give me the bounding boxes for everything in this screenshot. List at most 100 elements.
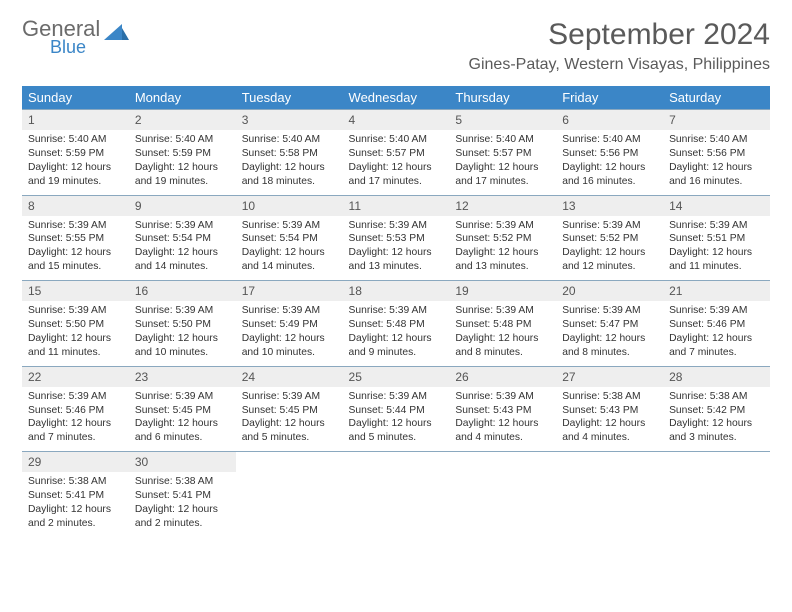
sunrise-line: Sunrise: 5:39 AM [135, 390, 230, 404]
day-number: 18 [343, 281, 450, 301]
sunrise-line: Sunrise: 5:39 AM [455, 304, 550, 318]
sunrise-line: Sunrise: 5:39 AM [28, 390, 123, 404]
sunset-line: Sunset: 5:53 PM [349, 232, 444, 246]
day-info: Sunrise: 5:40 AMSunset: 5:59 PMDaylight:… [129, 130, 236, 195]
sunrise-line: Sunrise: 5:38 AM [135, 475, 230, 489]
sunrise-line: Sunrise: 5:39 AM [28, 219, 123, 233]
day-number: 11 [343, 196, 450, 216]
sunset-line: Sunset: 5:45 PM [242, 404, 337, 418]
sunset-line: Sunset: 5:48 PM [455, 318, 550, 332]
day-cell-19: 19Sunrise: 5:39 AMSunset: 5:48 PMDayligh… [449, 281, 556, 367]
daylight-line: Daylight: 12 hours and 9 minutes. [349, 332, 444, 360]
day-info: Sunrise: 5:39 AMSunset: 5:48 PMDaylight:… [449, 301, 556, 366]
daylight-line: Daylight: 12 hours and 11 minutes. [28, 332, 123, 360]
sunrise-line: Sunrise: 5:40 AM [349, 133, 444, 147]
daylight-line: Daylight: 12 hours and 12 minutes. [562, 246, 657, 274]
sunset-line: Sunset: 5:54 PM [242, 232, 337, 246]
logo: General Blue [22, 18, 130, 56]
daylight-line: Daylight: 12 hours and 17 minutes. [349, 161, 444, 189]
day-cell-6: 6Sunrise: 5:40 AMSunset: 5:56 PMDaylight… [556, 110, 663, 196]
sunset-line: Sunset: 5:59 PM [28, 147, 123, 161]
day-number: 12 [449, 196, 556, 216]
day-cell-13: 13Sunrise: 5:39 AMSunset: 5:52 PMDayligh… [556, 195, 663, 281]
day-cell-1: 1Sunrise: 5:40 AMSunset: 5:59 PMDaylight… [22, 110, 129, 196]
sunset-line: Sunset: 5:43 PM [562, 404, 657, 418]
daylight-line: Daylight: 12 hours and 11 minutes. [669, 246, 764, 274]
sunset-line: Sunset: 5:57 PM [349, 147, 444, 161]
day-cell-28: 28Sunrise: 5:38 AMSunset: 5:42 PMDayligh… [663, 366, 770, 452]
sunrise-line: Sunrise: 5:38 AM [669, 390, 764, 404]
daylight-line: Daylight: 12 hours and 15 minutes. [28, 246, 123, 274]
sunset-line: Sunset: 5:50 PM [28, 318, 123, 332]
sunrise-line: Sunrise: 5:39 AM [349, 219, 444, 233]
day-header-sunday: Sunday [22, 86, 129, 110]
day-info: Sunrise: 5:38 AMSunset: 5:41 PMDaylight:… [22, 472, 129, 537]
sunrise-line: Sunrise: 5:39 AM [242, 304, 337, 318]
daylight-line: Daylight: 12 hours and 7 minutes. [28, 417, 123, 445]
sunset-line: Sunset: 5:52 PM [455, 232, 550, 246]
daylight-line: Daylight: 12 hours and 17 minutes. [455, 161, 550, 189]
calendar-week-row: 29Sunrise: 5:38 AMSunset: 5:41 PMDayligh… [22, 452, 770, 537]
sunrise-line: Sunrise: 5:39 AM [669, 219, 764, 233]
sunrise-line: Sunrise: 5:39 AM [242, 390, 337, 404]
calendar-table: SundayMondayTuesdayWednesdayThursdayFrid… [22, 86, 770, 537]
day-info: Sunrise: 5:39 AMSunset: 5:46 PMDaylight:… [663, 301, 770, 366]
sunrise-line: Sunrise: 5:40 AM [455, 133, 550, 147]
day-cell-25: 25Sunrise: 5:39 AMSunset: 5:44 PMDayligh… [343, 366, 450, 452]
daylight-line: Daylight: 12 hours and 18 minutes. [242, 161, 337, 189]
sunrise-line: Sunrise: 5:40 AM [28, 133, 123, 147]
sunrise-line: Sunrise: 5:38 AM [562, 390, 657, 404]
sunrise-line: Sunrise: 5:40 AM [242, 133, 337, 147]
day-info: Sunrise: 5:40 AMSunset: 5:59 PMDaylight:… [22, 130, 129, 195]
day-cell-22: 22Sunrise: 5:39 AMSunset: 5:46 PMDayligh… [22, 366, 129, 452]
sunset-line: Sunset: 5:56 PM [669, 147, 764, 161]
sunset-line: Sunset: 5:49 PM [242, 318, 337, 332]
day-number: 26 [449, 367, 556, 387]
sunrise-line: Sunrise: 5:39 AM [562, 304, 657, 318]
day-header-row: SundayMondayTuesdayWednesdayThursdayFrid… [22, 86, 770, 110]
sunrise-line: Sunrise: 5:39 AM [135, 304, 230, 318]
sunset-line: Sunset: 5:45 PM [135, 404, 230, 418]
day-info: Sunrise: 5:39 AMSunset: 5:55 PMDaylight:… [22, 216, 129, 281]
logo-triangle-icon [104, 22, 130, 42]
sunset-line: Sunset: 5:52 PM [562, 232, 657, 246]
day-number: 10 [236, 196, 343, 216]
daylight-line: Daylight: 12 hours and 4 minutes. [562, 417, 657, 445]
day-cell-29: 29Sunrise: 5:38 AMSunset: 5:41 PMDayligh… [22, 452, 129, 537]
day-info: Sunrise: 5:40 AMSunset: 5:57 PMDaylight:… [343, 130, 450, 195]
day-header-tuesday: Tuesday [236, 86, 343, 110]
day-number: 19 [449, 281, 556, 301]
daylight-line: Daylight: 12 hours and 14 minutes. [242, 246, 337, 274]
calendar-week-row: 1Sunrise: 5:40 AMSunset: 5:59 PMDaylight… [22, 110, 770, 196]
sunrise-line: Sunrise: 5:39 AM [349, 390, 444, 404]
sunset-line: Sunset: 5:55 PM [28, 232, 123, 246]
daylight-line: Daylight: 12 hours and 3 minutes. [669, 417, 764, 445]
empty-cell [343, 452, 450, 537]
sunset-line: Sunset: 5:56 PM [562, 147, 657, 161]
day-info: Sunrise: 5:39 AMSunset: 5:46 PMDaylight:… [22, 387, 129, 452]
day-cell-12: 12Sunrise: 5:39 AMSunset: 5:52 PMDayligh… [449, 195, 556, 281]
day-info: Sunrise: 5:40 AMSunset: 5:56 PMDaylight:… [556, 130, 663, 195]
day-cell-20: 20Sunrise: 5:39 AMSunset: 5:47 PMDayligh… [556, 281, 663, 367]
empty-cell [449, 452, 556, 537]
day-info: Sunrise: 5:39 AMSunset: 5:45 PMDaylight:… [129, 387, 236, 452]
day-number: 7 [663, 110, 770, 130]
day-number: 21 [663, 281, 770, 301]
day-cell-14: 14Sunrise: 5:39 AMSunset: 5:51 PMDayligh… [663, 195, 770, 281]
day-number: 28 [663, 367, 770, 387]
sunrise-line: Sunrise: 5:39 AM [669, 304, 764, 318]
day-info: Sunrise: 5:39 AMSunset: 5:44 PMDaylight:… [343, 387, 450, 452]
sunset-line: Sunset: 5:50 PM [135, 318, 230, 332]
day-cell-8: 8Sunrise: 5:39 AMSunset: 5:55 PMDaylight… [22, 195, 129, 281]
daylight-line: Daylight: 12 hours and 16 minutes. [669, 161, 764, 189]
sunrise-line: Sunrise: 5:39 AM [562, 219, 657, 233]
day-number: 23 [129, 367, 236, 387]
day-number: 25 [343, 367, 450, 387]
empty-cell [236, 452, 343, 537]
day-info: Sunrise: 5:40 AMSunset: 5:56 PMDaylight:… [663, 130, 770, 195]
daylight-line: Daylight: 12 hours and 19 minutes. [135, 161, 230, 189]
day-cell-16: 16Sunrise: 5:39 AMSunset: 5:50 PMDayligh… [129, 281, 236, 367]
day-number: 22 [22, 367, 129, 387]
day-cell-3: 3Sunrise: 5:40 AMSunset: 5:58 PMDaylight… [236, 110, 343, 196]
day-info: Sunrise: 5:40 AMSunset: 5:57 PMDaylight:… [449, 130, 556, 195]
